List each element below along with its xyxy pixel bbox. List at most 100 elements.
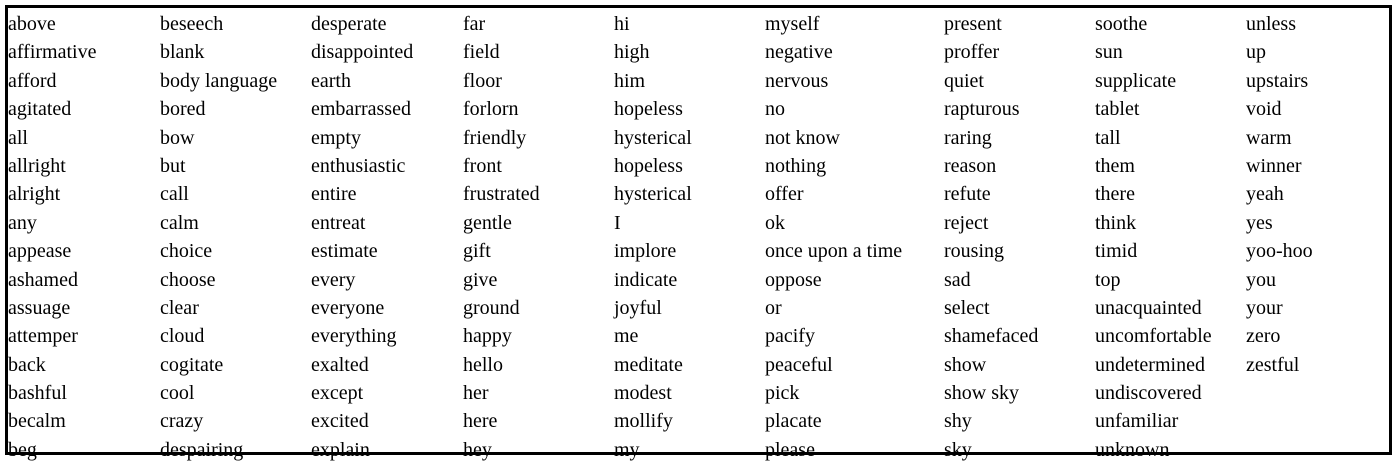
- word-cell: present: [944, 13, 1002, 35]
- word-cell: estimate: [311, 240, 378, 263]
- word-column-8: soothe sun supplicate tablet tall them there th…: [1095, 10, 1212, 464]
- word-cell: all: [8, 126, 28, 149]
- word-cell: joyful: [614, 296, 662, 319]
- word-cell: once upon a time: [765, 240, 903, 263]
- word-cell: peaceful: [765, 353, 833, 376]
- word-cell: every: [311, 268, 356, 291]
- word-cell: upstairs: [1246, 69, 1309, 92]
- word-cell: excited: [311, 410, 369, 433]
- word-column-2: beseech blank body language bored bow but call…: [160, 10, 277, 464]
- word-cell: indicate: [614, 268, 678, 291]
- word-cell: unfamiliar: [1095, 410, 1179, 433]
- word-cell: rousing: [944, 240, 1004, 263]
- word-cell: yeah: [1246, 183, 1284, 206]
- word-cell: forlorn: [463, 98, 519, 121]
- word-cell: refute: [944, 183, 991, 206]
- word-cell: them: [1095, 154, 1135, 177]
- word-cell: undetermined: [1095, 353, 1205, 376]
- word-cell: raring: [944, 126, 992, 149]
- word-cell: placate: [765, 410, 822, 433]
- word-cell: mollify: [614, 410, 673, 433]
- word-cell: front: [463, 154, 502, 177]
- word-cell: happy: [463, 325, 512, 348]
- word-cell: pacify: [765, 325, 815, 348]
- word-cell: beseech: [160, 13, 224, 35]
- word-column-3: desperate disappointed earth embarrassed emp…: [311, 10, 413, 464]
- word-cell: hopeless: [614, 98, 683, 121]
- word-cell: unacquainted: [1095, 296, 1202, 319]
- word-cell: no: [765, 98, 785, 121]
- word-cell: here: [463, 410, 498, 433]
- word-cell: show: [944, 353, 987, 376]
- word-cell: allright: [8, 154, 66, 177]
- word-cell: sun: [1095, 41, 1123, 64]
- word-cell: sky: [944, 438, 972, 461]
- word-cell: clear: [160, 296, 199, 319]
- word-cell: shamefaced: [944, 325, 1039, 348]
- word-cell: warm: [1246, 126, 1292, 149]
- word-cell: uncomfortable: [1095, 325, 1212, 348]
- word-cell: me: [614, 325, 639, 348]
- word-cell: winner: [1246, 154, 1302, 177]
- word-cell: affirmative: [8, 41, 97, 64]
- word-cell: yes: [1246, 211, 1273, 234]
- word-cell: him: [614, 69, 646, 92]
- word-cell: my: [614, 438, 640, 461]
- word-cell: exalted: [311, 353, 369, 376]
- word-cell: hi: [614, 13, 630, 35]
- word-cell: supplicate: [1095, 69, 1177, 92]
- word-cell: but: [160, 154, 186, 177]
- word-cell: quiet: [944, 69, 984, 92]
- word-cell: top: [1095, 268, 1121, 291]
- word-cell: or: [765, 296, 782, 319]
- word-cell: despairing: [160, 438, 244, 461]
- word-cell: nothing: [765, 154, 827, 177]
- word-cell: empty: [311, 126, 361, 149]
- word-cell: nervous: [765, 69, 829, 92]
- word-cell: ashamed: [8, 268, 78, 291]
- word-cell: high: [614, 41, 650, 64]
- word-cell: far: [463, 13, 486, 35]
- word-cell: your: [1246, 296, 1283, 319]
- word-cell: any: [8, 211, 37, 234]
- word-cell: entreat: [311, 211, 366, 234]
- word-cell: desperate: [311, 13, 387, 35]
- word-cell: zestful: [1246, 353, 1300, 376]
- word-cell: body language: [160, 69, 278, 92]
- word-cell: implore: [614, 240, 677, 263]
- word-cell: her: [463, 382, 489, 405]
- word-cell: unless: [1246, 13, 1296, 35]
- word-table: above affirmative afford agitated all allrigh…: [5, 5, 1392, 461]
- word-cell: earth: [311, 69, 351, 92]
- word-cell: above: [8, 13, 56, 35]
- word-cell: choice: [160, 240, 213, 263]
- word-cell: void: [1246, 98, 1282, 121]
- word-cell: I: [614, 211, 621, 234]
- word-cell: hysterical: [614, 183, 692, 206]
- word-cell: becalm: [8, 410, 66, 433]
- word-cell: oppose: [765, 268, 822, 291]
- word-cell: bow: [160, 126, 195, 149]
- word-cell: choose: [160, 268, 216, 291]
- word-cell: please: [765, 438, 815, 461]
- word-cell: cloud: [160, 325, 205, 348]
- word-cell: field: [463, 41, 500, 64]
- word-cell: enthusiastic: [311, 154, 406, 177]
- word-cell: except: [311, 382, 364, 405]
- word-column-4: far field floor forlorn friendly front frustra…: [463, 10, 540, 464]
- word-column-7: present proffer quiet rapturous raring reason…: [944, 10, 1038, 464]
- word-cell: hysterical: [614, 126, 692, 149]
- word-column-6: myself negative nervous no not know nothing of…: [765, 10, 902, 464]
- word-cell: there: [1095, 183, 1135, 206]
- word-cell: everything: [311, 325, 397, 348]
- word-cell: you: [1246, 268, 1276, 291]
- word-cell: hopeless: [614, 154, 683, 177]
- word-cell: not know: [765, 126, 840, 149]
- word-cell: agitated: [8, 98, 72, 121]
- word-cell: disappointed: [311, 41, 414, 64]
- word-cell: select: [944, 296, 990, 319]
- word-cell: assuage: [8, 296, 71, 319]
- word-cell: yoo-hoo: [1246, 240, 1313, 263]
- word-cell: show sky: [944, 382, 1020, 405]
- word-cell: alright: [8, 183, 61, 206]
